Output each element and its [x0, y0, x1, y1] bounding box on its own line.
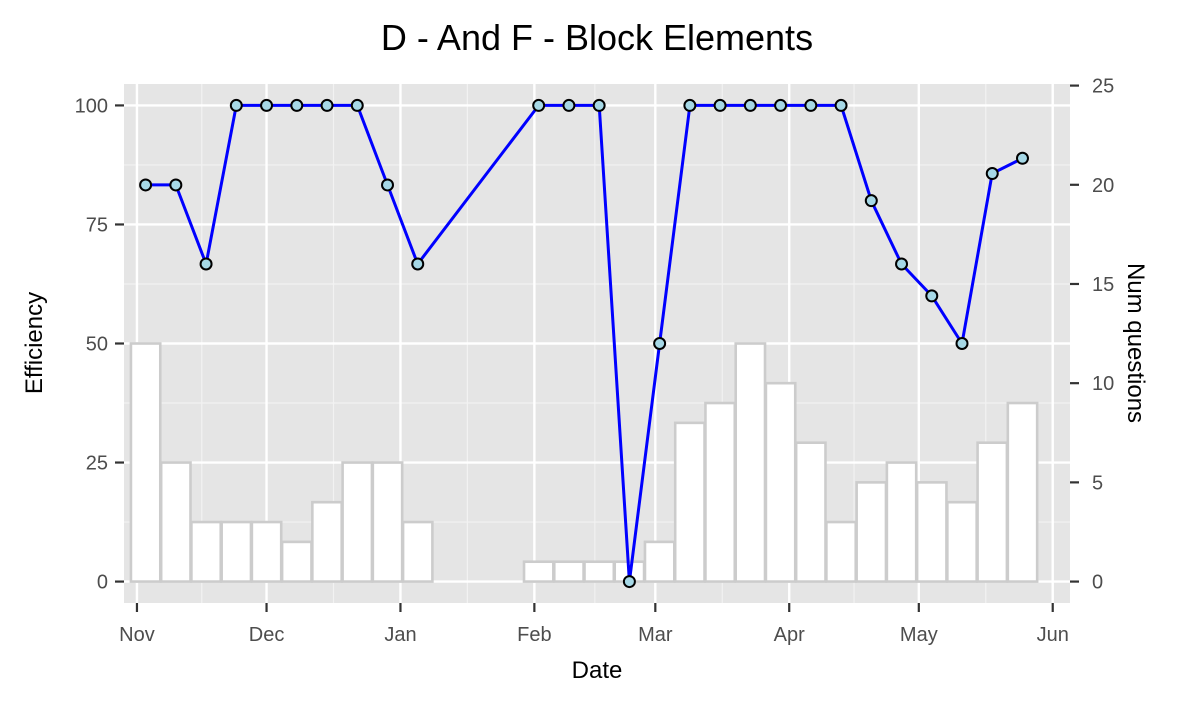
bar: [311, 500, 343, 583]
y-tick-label: 0: [97, 572, 108, 594]
x-tick-label: May: [900, 624, 938, 646]
data-point: [895, 257, 909, 271]
y-axis-title: Efficiency: [21, 292, 48, 394]
bar: [1006, 401, 1039, 583]
bar: [794, 441, 827, 583]
data-point: [350, 98, 364, 112]
bar: [885, 461, 918, 583]
y-tick-label: 25: [86, 453, 108, 475]
data-point: [290, 98, 304, 112]
data-point: [592, 98, 606, 112]
data-point: [320, 98, 334, 112]
bar: [401, 520, 434, 583]
x-tick-label: Feb: [517, 624, 551, 646]
data-point: [562, 98, 576, 112]
bar: [220, 520, 253, 583]
bar: [855, 481, 888, 583]
x-tick-label: Jun: [1037, 624, 1069, 646]
x-tick-label: Jan: [384, 624, 416, 646]
data-point: [834, 98, 848, 112]
x-tick-label: Mar: [638, 624, 673, 646]
bar: [704, 401, 737, 583]
bar: [371, 461, 404, 583]
y-tick-label: 100: [75, 95, 108, 117]
y2-tick-label: 25: [1092, 76, 1114, 98]
data-point: [683, 98, 697, 112]
x-tick-label: Apr: [774, 624, 805, 646]
bar: [764, 381, 797, 583]
x-tick-label: Nov: [119, 624, 155, 646]
bar: [250, 520, 283, 583]
data-point: [955, 337, 969, 350]
bar: [341, 461, 374, 583]
x-tick-label: Dec: [249, 624, 285, 646]
y2-tick-label: 15: [1092, 274, 1114, 296]
bar: [734, 342, 767, 583]
bar: [522, 560, 555, 583]
y2-tick-label: 10: [1092, 373, 1114, 395]
bar: [552, 560, 585, 583]
data-point: [713, 98, 727, 112]
bar: [976, 441, 1009, 583]
bar: [190, 520, 223, 583]
y2-tick-label: 5: [1092, 472, 1103, 494]
y-tick-label: 75: [86, 214, 108, 236]
y2-tick-label: 0: [1092, 572, 1103, 594]
bar: [129, 342, 162, 583]
data-point: [743, 98, 757, 112]
data-point: [229, 98, 243, 112]
data-point: [380, 178, 394, 192]
bar: [825, 520, 858, 583]
data-point: [532, 98, 546, 112]
x-axis-title: Date: [572, 657, 623, 684]
data-point: [411, 257, 425, 271]
bar: [583, 560, 616, 583]
y2-axis-title: Num questions: [1122, 263, 1149, 423]
data-point: [169, 178, 183, 192]
bar-series: [129, 342, 1039, 583]
data-point: [774, 98, 788, 112]
data-point: [985, 167, 999, 181]
data-point: [925, 289, 939, 303]
bar: [159, 461, 192, 583]
data-point: [1015, 151, 1029, 165]
y2-tick-label: 20: [1092, 175, 1114, 197]
data-point: [139, 178, 153, 192]
bar: [643, 540, 676, 583]
data-point: [622, 575, 636, 589]
y-axis-left: 0 25 50 75 100: [75, 95, 124, 594]
bar: [915, 481, 948, 583]
x-axis: Nov Dec Jan Feb Mar Apr May Jun: [119, 603, 1069, 646]
data-point: [804, 98, 818, 112]
point-series: [139, 98, 1029, 589]
bar: [946, 500, 978, 583]
data-point: [260, 98, 274, 112]
y-axis-right: 0 5 10 15 20 25: [1070, 76, 1114, 594]
chart-title: D - And F - Block Elements: [381, 17, 813, 58]
data-point: [199, 257, 213, 271]
data-point: [864, 194, 878, 208]
data-point: [653, 337, 667, 350]
y-tick-label: 50: [86, 334, 108, 356]
bar: [280, 540, 313, 583]
bar: [673, 421, 706, 583]
